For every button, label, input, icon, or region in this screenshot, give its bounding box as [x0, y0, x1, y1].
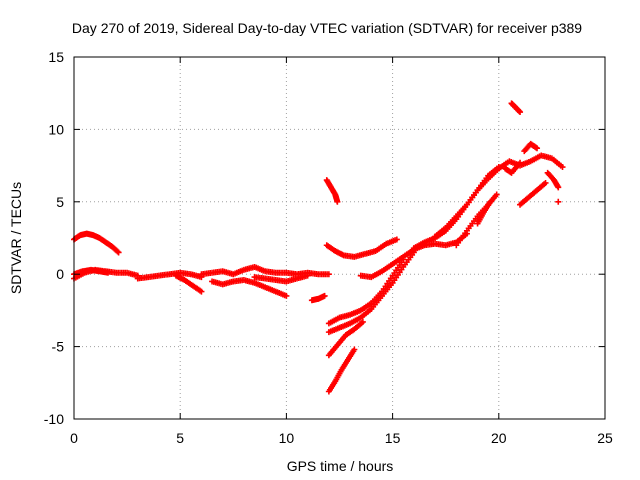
- data-point: [517, 109, 524, 116]
- y-tick-label: 0: [56, 266, 64, 282]
- data-point: [334, 198, 341, 205]
- chart-title: Day 270 of 2019, Sidereal Day-to-day VTE…: [72, 20, 582, 36]
- data-point: [351, 346, 358, 353]
- series-arc-f: [198, 263, 332, 278]
- y-axis-label: SDTVAR / TECUs: [8, 182, 24, 294]
- data-point: [104, 269, 111, 276]
- y-tick-label: 10: [48, 121, 64, 137]
- series-arc-s: [453, 191, 500, 249]
- data-point: [359, 318, 366, 325]
- data-point: [198, 288, 205, 295]
- series-arc-a: [71, 230, 122, 256]
- data-point: [517, 159, 524, 166]
- data-points: [71, 100, 566, 395]
- data-point: [555, 184, 562, 191]
- series-arc-d: [134, 269, 205, 282]
- series-arc-m: [325, 318, 366, 359]
- data-point: [393, 236, 400, 243]
- series-arc-v: [502, 159, 524, 176]
- series-arc-y: [517, 179, 549, 208]
- x-tick-label: 25: [597, 430, 613, 446]
- series-arc-j: [323, 177, 341, 205]
- series-arc-h: [251, 272, 311, 285]
- y-tick-label: 15: [48, 49, 64, 65]
- grid-lines: [74, 57, 605, 419]
- data-point: [283, 292, 290, 299]
- axis-ticks: 0 5 10 15 20 25 -10 -5 0 5 10 15: [44, 49, 613, 446]
- series-arc-i: [308, 292, 328, 304]
- data-point: [321, 292, 328, 299]
- plot-frame: [73, 56, 606, 420]
- series-arc-e: [172, 272, 205, 295]
- series-arc-t: [474, 198, 494, 227]
- x-tick-label: 0: [70, 430, 78, 446]
- series-arc-r: [432, 165, 502, 240]
- series-arc-l: [325, 346, 358, 395]
- data-point: [325, 271, 332, 278]
- series-arc-w: [521, 140, 541, 155]
- x-axis-label: GPS time / hours: [287, 458, 394, 474]
- x-tick-label: 5: [176, 430, 184, 446]
- data-point: [555, 198, 562, 205]
- series-arc-z: [544, 169, 562, 191]
- series-arc-k: [323, 236, 400, 260]
- y-tick-label: 5: [56, 194, 64, 210]
- data-point: [115, 249, 122, 256]
- data-point: [559, 164, 566, 171]
- x-tick-label: 10: [279, 430, 295, 446]
- series-arc-o: [325, 249, 417, 336]
- x-tick-label: 20: [491, 430, 507, 446]
- data-point: [534, 145, 541, 152]
- data-point: [487, 198, 494, 205]
- series-arc-g: [209, 276, 290, 299]
- data-point: [304, 272, 311, 279]
- series-arc-c: [71, 266, 111, 278]
- series-arc-x: [508, 100, 524, 116]
- y-tick-label: -5: [52, 339, 65, 355]
- series-arc-aa: [555, 198, 562, 205]
- data-point: [542, 179, 549, 186]
- y-tick-label: -10: [44, 411, 64, 427]
- data-point: [114, 248, 121, 255]
- data-point: [493, 191, 500, 198]
- x-tick-label: 15: [385, 430, 401, 446]
